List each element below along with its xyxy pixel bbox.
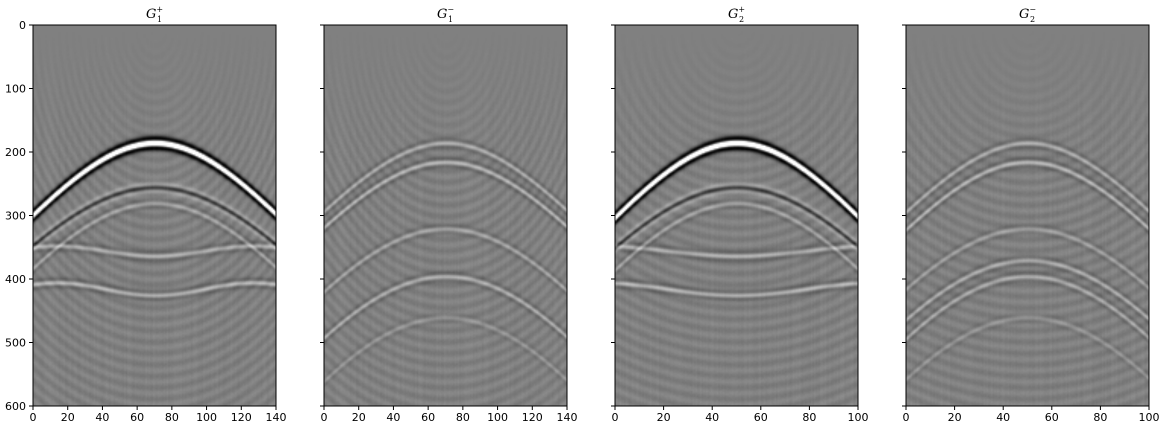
- y-tick-label: 0: [19, 19, 26, 32]
- heatmap-image: [615, 25, 858, 406]
- heatmap-image: [324, 25, 567, 406]
- x-tick-label: 0: [612, 411, 619, 424]
- x-tick-label: 20: [61, 411, 75, 424]
- x-tick-label: 140: [557, 411, 578, 424]
- x-tick-label: 120: [231, 411, 252, 424]
- y-tick-label: 500: [5, 337, 26, 350]
- x-tick-label: 20: [948, 411, 962, 424]
- panel-title: G+ 2: [728, 5, 745, 24]
- x-tick-label: 120: [522, 411, 543, 424]
- x-tick-label: 20: [657, 411, 671, 424]
- x-tick-label: 140: [266, 411, 287, 424]
- panel-1: G+ 1 0 20 40 60 80 100 120 140 0 100 200 300 400 500 600: [5, 5, 287, 424]
- x-tick-label: 60: [754, 411, 768, 424]
- x-tick-label: 60: [1045, 411, 1059, 424]
- x-tick-label: 80: [1093, 411, 1107, 424]
- x-tick-label: 80: [165, 411, 179, 424]
- panel-4: G− 2 0 20 40 60 80 100: [902, 5, 1160, 424]
- x-tick-label: 100: [487, 411, 508, 424]
- heatmap-image: [33, 25, 276, 406]
- y-tick-label: 200: [5, 146, 26, 159]
- x-tick-label: 40: [705, 411, 719, 424]
- x-tick-label: 20: [352, 411, 366, 424]
- x-tick-label: 80: [802, 411, 816, 424]
- x-tick-label: 100: [1139, 411, 1160, 424]
- y-tick-label: 300: [5, 210, 26, 223]
- x-tick-label: 0: [903, 411, 910, 424]
- x-tick-label: 40: [386, 411, 400, 424]
- panel-title: G− 1: [437, 5, 454, 24]
- x-tick-label: 100: [848, 411, 869, 424]
- panel-title: G− 2: [1019, 5, 1036, 24]
- y-tick-label: 100: [5, 83, 26, 96]
- x-tick-label: 40: [95, 411, 109, 424]
- x-tick-label: 60: [130, 411, 144, 424]
- x-tick-label: 60: [421, 411, 435, 424]
- y-tick-label: 600: [5, 400, 26, 413]
- x-tick-label: 100: [196, 411, 217, 424]
- panel-3: G+ 2 0 20 40 60 80 100: [611, 5, 869, 424]
- x-tick-label: 40: [996, 411, 1010, 424]
- heatmap-image: [906, 25, 1149, 406]
- x-tick-label: 0: [30, 411, 37, 424]
- panel-2: G− 1 0 20 40 60 80 100 120 140: [320, 5, 578, 424]
- x-tick-label: 80: [456, 411, 470, 424]
- y-tick-label: 400: [5, 273, 26, 286]
- x-tick-label: 0: [321, 411, 328, 424]
- panel-title: G+ 1: [146, 5, 163, 24]
